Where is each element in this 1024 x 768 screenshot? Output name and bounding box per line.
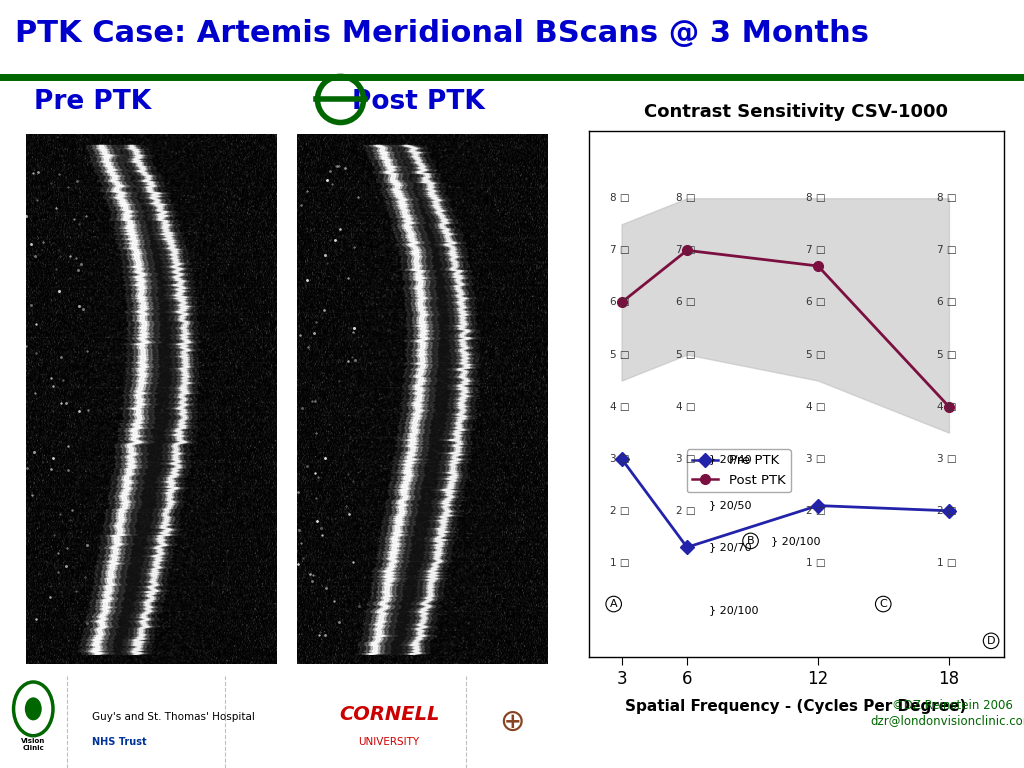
Text: 2 □: 2 □	[937, 506, 956, 516]
Text: } 20/100: } 20/100	[771, 536, 821, 546]
Text: 6 □: 6 □	[676, 297, 695, 307]
Text: Pre PTK: Pre PTK	[34, 89, 151, 114]
Text: ©DZ Reinstein 2006
dzr@londonvisionclinic.com: ©DZ Reinstein 2006 dzr@londonvisionclini…	[870, 699, 1024, 727]
Text: 7 □: 7 □	[609, 245, 629, 256]
Text: 8 □: 8 □	[806, 194, 825, 204]
Circle shape	[25, 697, 42, 720]
Text: 5 □: 5 □	[609, 349, 629, 359]
Text: 2 □: 2 □	[676, 506, 695, 516]
Legend: Pre PTK, Post PTK: Pre PTK, Post PTK	[687, 449, 791, 492]
Text: } 20/100: } 20/100	[709, 604, 759, 614]
Text: } 20/40: } 20/40	[709, 454, 752, 464]
Text: 8 □: 8 □	[609, 194, 629, 204]
Text: NHS Trust: NHS Trust	[92, 737, 146, 747]
Text: 8 □: 8 □	[937, 194, 956, 204]
Text: C: C	[880, 599, 887, 609]
Text: UNIVERSITY: UNIVERSITY	[358, 737, 420, 747]
Text: 3 □: 3 □	[806, 454, 825, 464]
Text: 4 □: 4 □	[806, 402, 825, 412]
Text: 4 □: 4 □	[609, 402, 629, 412]
Text: CORNELL: CORNELL	[339, 705, 439, 724]
Text: } 20/50: } 20/50	[709, 501, 752, 511]
Text: A: A	[610, 599, 617, 609]
Text: 1 □: 1 □	[806, 558, 825, 568]
X-axis label: Spatial Frequency - (Cycles Per Degree): Spatial Frequency - (Cycles Per Degree)	[626, 699, 967, 714]
Text: 6 □: 6 □	[806, 297, 825, 307]
Text: 3 □: 3 □	[676, 454, 695, 464]
Text: ⊕: ⊕	[500, 707, 524, 737]
Text: 8 □: 8 □	[676, 194, 695, 204]
Text: 1 □: 1 □	[609, 558, 629, 568]
Text: 3 □: 3 □	[609, 454, 629, 464]
Text: Guy's and St. Thomas' Hospital: Guy's and St. Thomas' Hospital	[92, 712, 255, 723]
Text: B: B	[746, 536, 755, 546]
Text: 7 □: 7 □	[676, 245, 695, 256]
Text: 7 □: 7 □	[937, 245, 956, 256]
Text: D: D	[987, 636, 995, 646]
Text: Vision
Clinic: Vision Clinic	[22, 739, 45, 751]
Text: 6 □: 6 □	[937, 297, 956, 307]
Text: 7 □: 7 □	[806, 245, 825, 256]
Text: 6 □: 6 □	[609, 297, 629, 307]
Text: } 20/70: } 20/70	[709, 542, 752, 552]
Text: 1 □: 1 □	[937, 558, 956, 568]
Text: 2 □: 2 □	[806, 506, 825, 516]
Text: 3 □: 3 □	[937, 454, 956, 464]
Text: 2 □: 2 □	[609, 506, 629, 516]
Text: 4 □: 4 □	[937, 402, 956, 412]
Text: Post PTK: Post PTK	[352, 89, 485, 114]
Text: 5 □: 5 □	[806, 349, 825, 359]
Text: PTK Case: Artemis Meridional BScans @ 3 Months: PTK Case: Artemis Meridional BScans @ 3 …	[15, 19, 869, 48]
Text: 4 □: 4 □	[676, 402, 695, 412]
Title: Contrast Sensitivity CSV-1000: Contrast Sensitivity CSV-1000	[644, 103, 948, 121]
Text: 5 □: 5 □	[676, 349, 695, 359]
Text: 5 □: 5 □	[937, 349, 956, 359]
